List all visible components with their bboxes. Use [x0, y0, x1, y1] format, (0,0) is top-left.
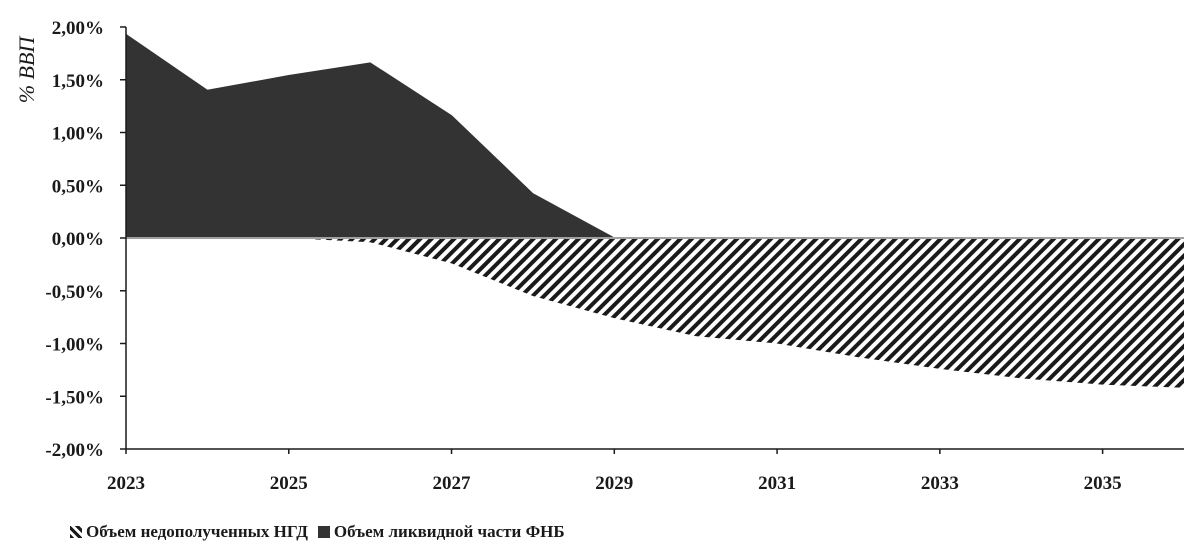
x-tick-label: 2025 — [270, 473, 308, 494]
x-tick-label: 2023 — [107, 473, 145, 494]
legend-item-solid: Объем ликвидной части ФНБ — [317, 522, 565, 542]
x-tick-label: 2027 — [433, 473, 472, 494]
y-tick-label: 0,00% — [52, 229, 104, 250]
y-tick-label: -1,00% — [45, 335, 104, 356]
y-tick-label: -0,50% — [45, 282, 104, 303]
y-tick-label: -1,50% — [45, 387, 104, 408]
y-tick-label: -2,00% — [45, 440, 104, 461]
x-tick-label: 2031 — [758, 473, 796, 494]
y-tick-label: 1,50% — [52, 71, 104, 92]
y-tick-label: 1,00% — [52, 124, 104, 145]
y-tick-label: 2,00% — [52, 18, 104, 39]
solid-swatch-icon — [317, 526, 330, 538]
legend-label-ngd: Объем недополученных НГД — [86, 522, 308, 541]
area-chart: 2,00% 1,50% 1,00% 0,50% 0,00% -0,50% -1,00% -1,… — [14, 18, 1184, 494]
legend-item-hatched: Объем недополученных НГД — [70, 522, 308, 542]
series-ngd-area — [126, 238, 1184, 388]
x-tick-label: 2029 — [595, 473, 633, 494]
y-tick-label: 0,50% — [52, 176, 104, 197]
legend: Объем недополученных НГД Объем ликвидной… — [70, 522, 565, 542]
y-axis-label: % ВВП — [14, 36, 39, 104]
x-tick-label: 2033 — [921, 473, 959, 494]
hatch-swatch-icon — [70, 526, 82, 538]
x-tick-label: 2035 — [1084, 473, 1122, 494]
series-fnb-area — [125, 33, 1184, 239]
legend-label-fnb: Объем ликвидной части ФНБ — [333, 522, 565, 541]
